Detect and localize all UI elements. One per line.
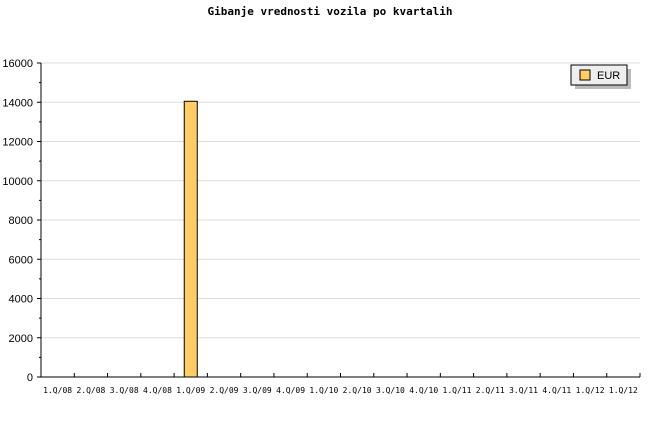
bars — [183, 100, 198, 378]
y-tick-label: 14000 — [2, 97, 33, 109]
x-tick-label: 2.Q/11 — [476, 386, 505, 395]
x-tick-label: 4.Q/10 — [409, 386, 438, 395]
y-tick-label: 10000 — [2, 176, 33, 188]
y-tick-label: 2000 — [9, 333, 33, 345]
y-tick-label: 4000 — [9, 294, 33, 306]
y-tick-label: 6000 — [9, 254, 33, 266]
chart-title: Gibanje vrednosti vozila po kvartalih — [207, 5, 452, 18]
x-tick-label: 1.Q/12 — [609, 386, 638, 395]
y-tick-label: 0 — [27, 372, 33, 384]
bar-1.Q/09 — [183, 100, 198, 378]
x-tick-label: 4.Q/09 — [276, 386, 305, 395]
x-tick-label: 1.Q/10 — [309, 386, 338, 395]
x-tick-label: 2.Q/09 — [210, 386, 239, 395]
x-tick-label: 4.Q/11 — [542, 386, 571, 395]
legend-swatch — [579, 69, 591, 81]
x-tick-label: 3.Q/11 — [509, 386, 538, 395]
x-tick-label: 1.Q/08 — [43, 386, 72, 395]
x-tick-label: 2.Q/08 — [76, 386, 105, 395]
x-tick-label: 2.Q/10 — [343, 386, 372, 395]
y-tick-label: 12000 — [2, 137, 33, 149]
x-tick-label: 1.Q/09 — [176, 386, 205, 395]
x-tick-label: 3.Q/09 — [243, 386, 272, 395]
legend-label: EUR — [597, 70, 620, 82]
y-tick-label: 8000 — [9, 215, 33, 227]
axes: 0 2000 4000 6000 8000 10000 12000 14000 16000 1.Q… — [2, 58, 641, 395]
legend: EUR — [570, 64, 631, 89]
x-tick-label: 3.Q/10 — [376, 386, 405, 395]
x-tick-label: 1.Q/12 — [576, 386, 605, 395]
x-tick-label: 1.Q/11 — [443, 386, 472, 395]
y-tick-label: 16000 — [2, 58, 33, 70]
gridlines — [41, 62, 640, 339]
x-tick-label: 3.Q/08 — [110, 386, 139, 395]
x-tick-label: 4.Q/08 — [143, 386, 172, 395]
